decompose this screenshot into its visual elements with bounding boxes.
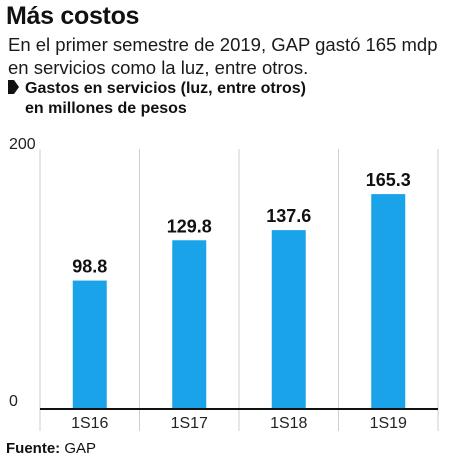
bar-1S17 [172,240,207,409]
chart-subtitle: En el primer semestre de 2019, GAP gastó… [8,34,438,78]
data-label: 165.3 [366,170,411,190]
series-label-line2: en millones de pesos [25,100,187,117]
y-tick-label: 200 [9,136,36,153]
source-value: GAP [64,440,97,457]
bar-1S18 [271,230,306,409]
bar-1S16 [72,280,107,409]
source-label: Fuente: [6,440,61,457]
series-label: Gastos en servicios (luz, entre otros) e… [8,79,438,119]
arrow-marker-icon [8,80,19,94]
x-tick-label: 1S18 [270,415,307,432]
x-tick-label: 1S19 [370,415,407,432]
x-tick-label: 1S17 [171,415,208,432]
data-label: 129.8 [167,216,212,236]
data-label: 137.6 [266,206,311,226]
source-note: Fuente: GAP [6,440,96,458]
y-tick-label: 0 [9,393,18,410]
series-label-line1: Gastos en servicios (luz, entre otros) [25,80,306,97]
data-label: 98.8 [72,257,107,277]
bar-chart: 200 0 98.8 1S16 129.8 1S17 137.6 1S18 165.3 1S19 [9,136,439,432]
x-tick-label: 1S16 [71,415,108,432]
chart-title: Más costos [6,2,140,30]
bar-1S19 [371,194,406,409]
